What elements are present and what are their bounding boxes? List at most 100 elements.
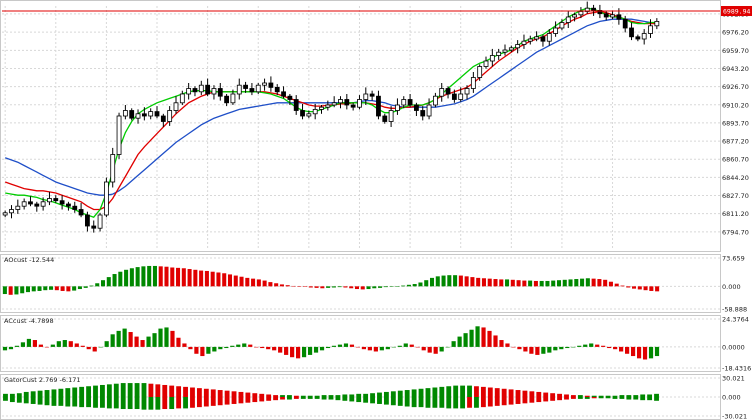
histogram-bar: [533, 280, 538, 287]
histogram-bar: [128, 332, 133, 347]
gator-upper-bar: [494, 388, 500, 397]
gator-lower-bar: [321, 397, 327, 400]
gator-lower-bar: [522, 397, 528, 404]
indicator-tick-label: -58.888: [722, 306, 747, 314]
candle-bull: [502, 49, 508, 53]
histogram-bar: [517, 346, 522, 350]
gator-upper-bar: [141, 383, 147, 397]
histogram-bar: [314, 286, 319, 288]
histogram-bar: [216, 272, 221, 287]
candle-bear: [350, 104, 356, 108]
gator-lower-bar: [467, 397, 472, 408]
gator-upper-bar: [404, 390, 410, 397]
histogram-bar: [256, 279, 261, 287]
histogram-bar: [72, 286, 77, 291]
gator-upper-bar: [162, 384, 168, 397]
histogram-bar: [230, 345, 235, 347]
gator-upper-bar: [176, 386, 182, 397]
candle-bull: [173, 102, 179, 111]
histogram-bar: [210, 271, 215, 287]
histogram-bar: [475, 326, 480, 347]
gator-lower-bar: [543, 397, 549, 402]
candle-bear: [78, 209, 84, 216]
candle-bull: [47, 198, 52, 203]
histogram-bar: [301, 346, 307, 358]
gator-upper-bar: [120, 383, 126, 397]
histogram-bar: [164, 327, 169, 347]
histogram-bar: [2, 346, 8, 351]
gator-lower-bar: [169, 397, 175, 410]
candle-bull: [432, 95, 438, 106]
gator-upper-bar: [577, 395, 583, 397]
candle-bear: [622, 18, 628, 29]
ao-axis: 73.659 0.000 -58.888: [722, 255, 747, 314]
histogram-bar: [296, 346, 301, 359]
gator-upper-bar: [335, 395, 341, 397]
gator-upper-bar: [584, 395, 590, 397]
candle-bull: [426, 104, 432, 117]
histogram-bar: [603, 279, 608, 287]
histogram-bar: [239, 276, 244, 287]
gator-lower-bar: [307, 397, 313, 399]
gator-upper-bar: [9, 393, 15, 397]
gator-axis: 30.021 0.000 -30.021: [722, 375, 747, 420]
candle-bull: [464, 88, 470, 95]
histogram-bar: [331, 286, 336, 288]
histogram-bar: [14, 286, 19, 295]
candle-bear: [382, 115, 388, 122]
indicator-tick-label: 0.0000: [722, 343, 745, 351]
histogram-bar: [158, 328, 163, 347]
histogram-bar: [337, 286, 342, 288]
histogram-bar: [181, 268, 186, 287]
gator-upper-bar: [30, 391, 36, 397]
histogram-bar: [505, 343, 510, 347]
candle-bull: [186, 88, 192, 95]
gator-lower-bar: [397, 397, 403, 406]
gator-upper-bar: [439, 386, 445, 397]
histogram-bar: [307, 346, 313, 355]
gator-lower-bar: [134, 397, 140, 410]
gator-upper-bar: [570, 395, 576, 397]
histogram-bar: [406, 284, 411, 287]
gator-lower-bar: [155, 397, 161, 410]
histogram-bar: [562, 279, 567, 287]
histogram-bar: [541, 346, 546, 354]
candle-bear: [72, 205, 78, 210]
histogram-bar: [68, 341, 73, 347]
histogram-bar: [571, 346, 576, 348]
gator-lower-bar: [557, 397, 562, 401]
histogram-bar: [625, 346, 630, 354]
histogram-bar: [8, 346, 14, 350]
histogram-bar: [320, 286, 325, 289]
gator-lower-bar: [30, 397, 36, 404]
histogram-bar: [274, 283, 279, 287]
gator-lower-bar: [480, 397, 486, 408]
histogram-bar: [140, 340, 145, 347]
price-tick-label: 6860.70: [722, 156, 749, 164]
gator-lower-bar: [564, 397, 569, 400]
histogram-bar: [319, 346, 325, 351]
gator-lower-bar: [287, 397, 292, 400]
gator-upper-bar: [612, 395, 618, 397]
gator-title: GatorCust 2.769 -6.171: [4, 376, 81, 384]
histogram-bar: [268, 282, 273, 287]
histogram-bar: [303, 286, 308, 287]
candle-bull: [648, 25, 653, 34]
histogram-bar: [37, 286, 42, 291]
histogram-bar: [630, 346, 636, 357]
gator-lower-bar: [487, 397, 493, 407]
gator-lower-bar: [633, 397, 639, 400]
histogram-bar: [279, 284, 284, 287]
candle-bull: [9, 209, 14, 214]
gator-lower-bar: [280, 397, 285, 400]
gator-upper-bar: [210, 389, 216, 397]
histogram-bar: [648, 346, 654, 359]
histogram-bar: [559, 346, 564, 350]
gator-upper-bar: [217, 390, 223, 397]
price-tick-label: 6893.70: [722, 119, 749, 127]
gator-lower-bar: [474, 397, 479, 408]
candle-bull: [236, 84, 242, 95]
histogram-bar: [429, 277, 435, 287]
gator-lower-bar: [51, 397, 57, 406]
gator-lower-bar: [598, 397, 604, 399]
